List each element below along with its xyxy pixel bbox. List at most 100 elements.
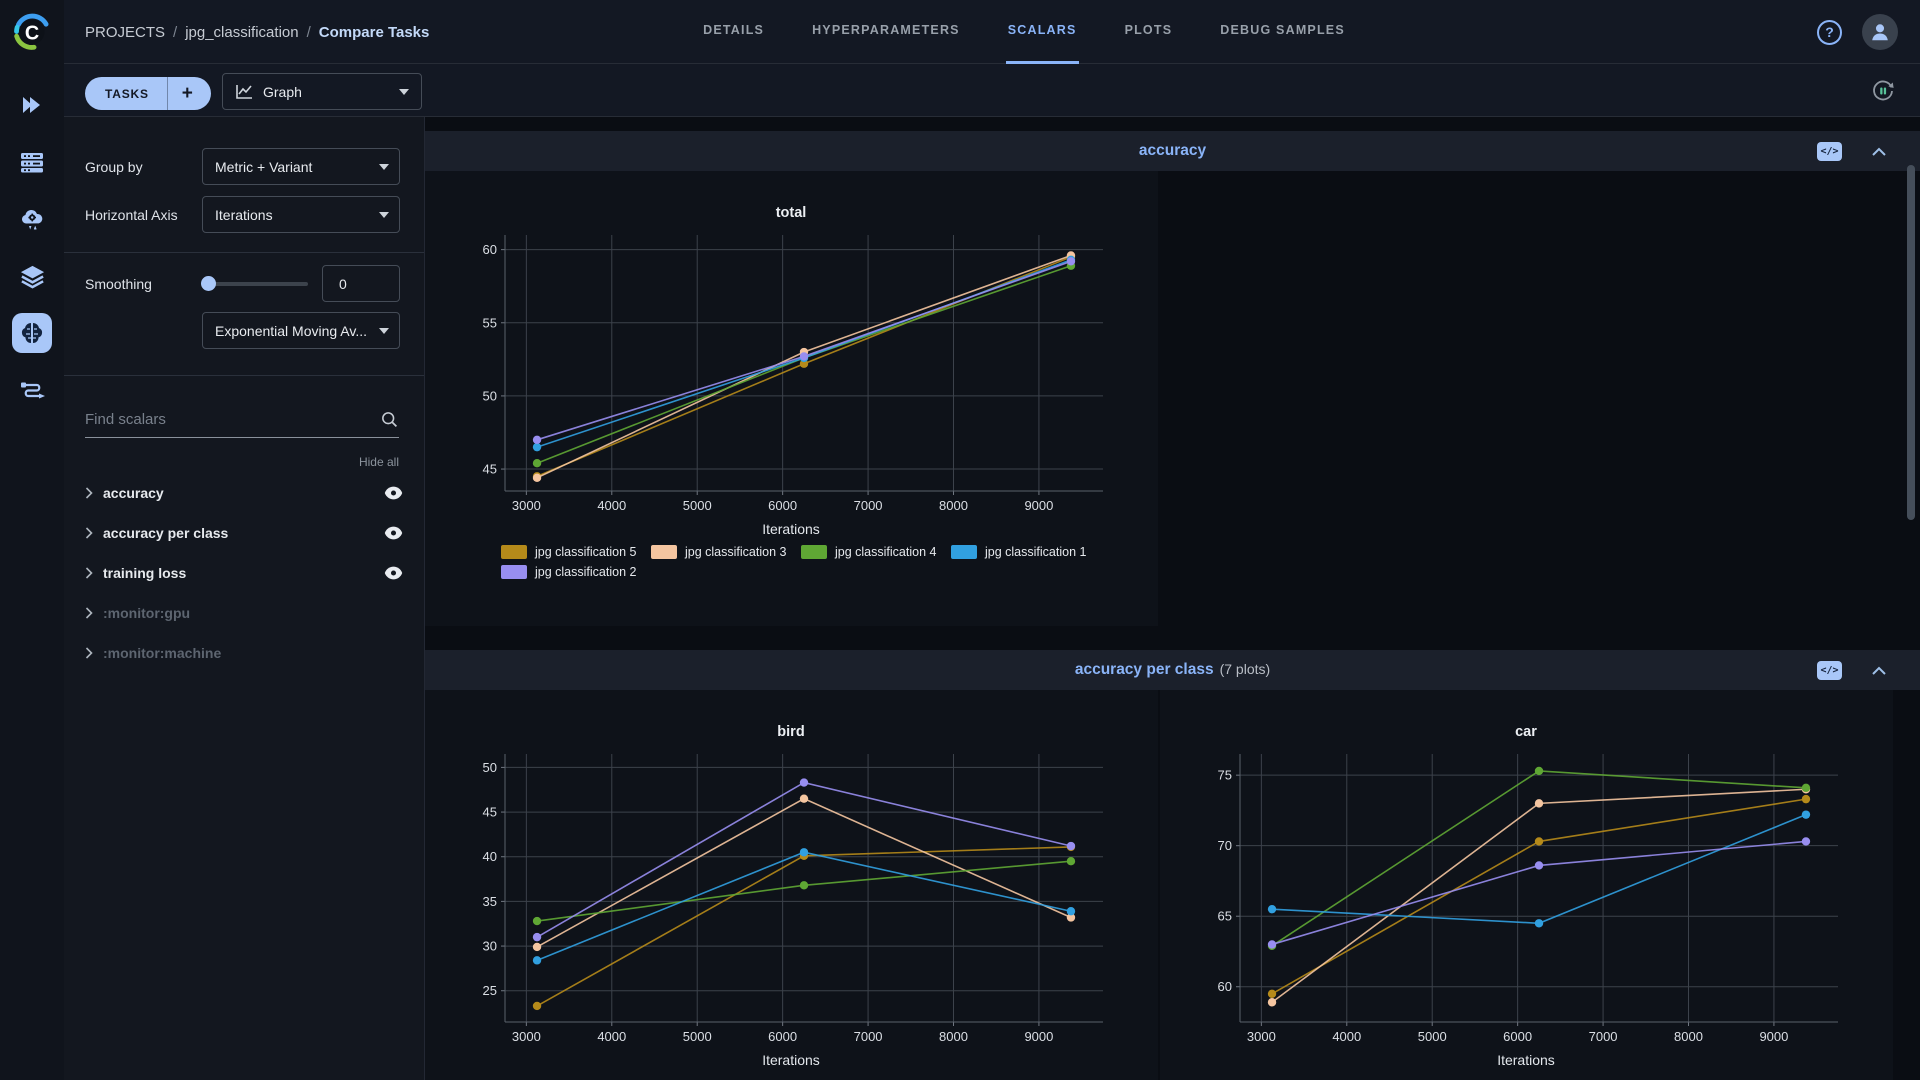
legend-swatch xyxy=(801,545,827,559)
svg-text:4000: 4000 xyxy=(597,1029,626,1044)
caret-down-icon xyxy=(379,211,389,218)
slider-handle[interactable] xyxy=(201,276,216,291)
svg-text:C: C xyxy=(25,22,39,44)
legend-item-jpg-classification-5[interactable]: jpg classification 5 xyxy=(501,545,651,559)
section-title: accuracy xyxy=(425,142,1920,160)
horizontal-axis-value: Iterations xyxy=(215,206,273,223)
section-body-accuracy-per-class: bird 3000 4000 5000 6000 7000 8000 9000 25 30 35 4… xyxy=(425,690,1920,1080)
svg-text:4000: 4000 xyxy=(1332,1029,1361,1044)
eye-icon[interactable] xyxy=(384,486,403,500)
tasks-split-button: TASKS + xyxy=(85,77,211,110)
tab-scalars[interactable]: SCALARS xyxy=(1005,0,1079,64)
help-icon[interactable]: ? xyxy=(1817,19,1842,45)
refresh-pause-icon[interactable] xyxy=(1870,78,1896,104)
line-chart-car[interactable]: 3000 4000 5000 6000 7000 8000 9000 60 65 70 75 xyxy=(1196,746,1856,1048)
eye-icon[interactable] xyxy=(384,526,403,540)
svg-text:50: 50 xyxy=(483,388,497,403)
svg-text:60: 60 xyxy=(1218,979,1232,994)
rail-item-workers-queues-icon[interactable] xyxy=(12,142,52,182)
legend-item-jpg-classification-2[interactable]: jpg classification 2 xyxy=(501,565,651,579)
smoothing-algorithm-select[interactable]: Exponential Moving Av... xyxy=(202,312,400,349)
legend-swatch xyxy=(501,565,527,579)
legend-label: jpg classification 2 xyxy=(535,565,637,579)
chevron-up-icon[interactable] xyxy=(1872,147,1886,156)
rail-item-datasets-icon[interactable] xyxy=(12,256,52,296)
find-scalars-input[interactable] xyxy=(85,411,380,428)
group-by-select[interactable]: Metric + Variant xyxy=(202,148,400,185)
legend-item-jpg-classification-3[interactable]: jpg classification 3 xyxy=(651,545,801,559)
vertical-scrollbar[interactable] xyxy=(1907,165,1915,520)
breadcrumb-projects[interactable]: PROJECTS xyxy=(85,23,166,41)
tab-hyperparameters[interactable]: HYPERPARAMETERS xyxy=(812,23,960,37)
horizontal-axis-select[interactable]: Iterations xyxy=(202,196,400,233)
chevron-right-icon[interactable] xyxy=(85,647,93,659)
metric-row--monitor-gpu[interactable]: :monitor:gpu xyxy=(64,593,424,633)
section-title-text: accuracy per class xyxy=(1074,661,1214,678)
svg-text:45: 45 xyxy=(483,462,497,477)
svg-text:8000: 8000 xyxy=(939,1029,968,1044)
svg-text:9000: 9000 xyxy=(1024,1029,1053,1044)
plots-area: accuracy </> total 3000 4000 5000 6000 7000 8… xyxy=(425,117,1920,1080)
add-task-button[interactable]: + xyxy=(181,82,193,104)
section-title: accuracy per class (7 plots) xyxy=(425,661,1920,679)
smoothing-slider[interactable] xyxy=(201,276,308,291)
graph-icon xyxy=(236,84,252,99)
smoothing-algorithm-row: Exponential Moving Av... xyxy=(64,312,424,349)
breadcrumb-project-name[interactable]: jpg_classification xyxy=(185,23,299,41)
chevron-right-icon[interactable] xyxy=(85,567,93,579)
metric-label: accuracy per class xyxy=(103,525,229,541)
search-icon[interactable] xyxy=(380,410,399,429)
chevron-right-icon[interactable] xyxy=(85,487,93,499)
tab-details[interactable]: DETAILS xyxy=(703,23,765,37)
legend-item-jpg-classification-4[interactable]: jpg classification 4 xyxy=(801,545,951,559)
svg-text:35: 35 xyxy=(483,894,497,909)
section-plot-count: (7 plots) xyxy=(1219,661,1271,677)
hide-all-button[interactable]: Hide all xyxy=(358,455,399,469)
metric-row-training-loss[interactable]: training loss xyxy=(64,553,424,593)
slider-track xyxy=(202,282,308,286)
chevron-right-icon[interactable] xyxy=(85,527,93,539)
metric-label: :monitor:machine xyxy=(103,645,222,661)
legend-label: jpg classification 5 xyxy=(535,545,637,559)
rail-item-cloud-autoscaler-icon[interactable] xyxy=(12,199,52,239)
tab-debug-samples[interactable]: DEBUG SAMPLES xyxy=(1220,23,1345,37)
view-mode-select[interactable]: Graph xyxy=(222,73,422,110)
metric-label: accuracy xyxy=(103,485,164,501)
view-mode-value: Graph xyxy=(263,83,302,100)
line-chart-total[interactable]: 3000 4000 5000 6000 7000 8000 9000 45 50 55 60 xyxy=(461,227,1121,517)
breadcrumb-separator: / xyxy=(306,23,311,41)
embed-code-icon[interactable]: </> xyxy=(1817,141,1842,161)
svg-text:40: 40 xyxy=(483,849,497,864)
svg-text:5000: 5000 xyxy=(1418,1029,1447,1044)
svg-text:3000: 3000 xyxy=(1247,1029,1276,1044)
panel-divider xyxy=(64,375,424,376)
eye-icon[interactable] xyxy=(384,566,403,580)
clearml-logo-icon[interactable]: C xyxy=(9,9,55,55)
rail-item-launch-icon[interactable] xyxy=(12,85,52,125)
chevron-up-icon[interactable] xyxy=(1872,666,1886,675)
chart-title: car xyxy=(1515,724,1537,740)
person-icon xyxy=(1872,24,1888,41)
legend-label: jpg classification 3 xyxy=(685,545,787,559)
user-avatar[interactable] xyxy=(1862,14,1898,50)
chart-legend: jpg classification 5 jpg classification 3… xyxy=(461,545,1121,579)
smoothing-value-input[interactable] xyxy=(322,265,400,302)
metric-row-accuracy-per-class[interactable]: accuracy per class xyxy=(64,513,424,553)
tasks-button[interactable]: TASKS xyxy=(105,86,149,101)
line-chart-bird[interactable]: 3000 4000 5000 6000 7000 8000 9000 25 30 35 40 45 50 xyxy=(461,746,1121,1048)
rail-item-pipelines-icon[interactable] xyxy=(12,370,52,410)
svg-text:7000: 7000 xyxy=(1589,1029,1618,1044)
plot-panel-total: total 3000 4000 5000 6000 7000 8000 9000 45 50 55… xyxy=(425,171,1158,626)
embed-code-icon[interactable]: </> xyxy=(1817,660,1842,680)
svg-text:75: 75 xyxy=(1218,768,1232,783)
metrics-list: accuracy accuracy per class training loss:… xyxy=(64,473,424,673)
x-axis-label: Iterations xyxy=(1497,1052,1555,1068)
legend-item-jpg-classification-1[interactable]: jpg classification 1 xyxy=(951,545,1101,559)
tab-plots[interactable]: PLOTS xyxy=(1124,23,1173,37)
rail-item-projects-brain-icon[interactable] xyxy=(12,313,52,353)
chevron-right-icon[interactable] xyxy=(85,607,93,619)
svg-text:8000: 8000 xyxy=(1674,1029,1703,1044)
svg-text:6000: 6000 xyxy=(768,498,797,513)
metric-row--monitor-machine[interactable]: :monitor:machine xyxy=(64,633,424,673)
metric-row-accuracy[interactable]: accuracy xyxy=(64,473,424,513)
